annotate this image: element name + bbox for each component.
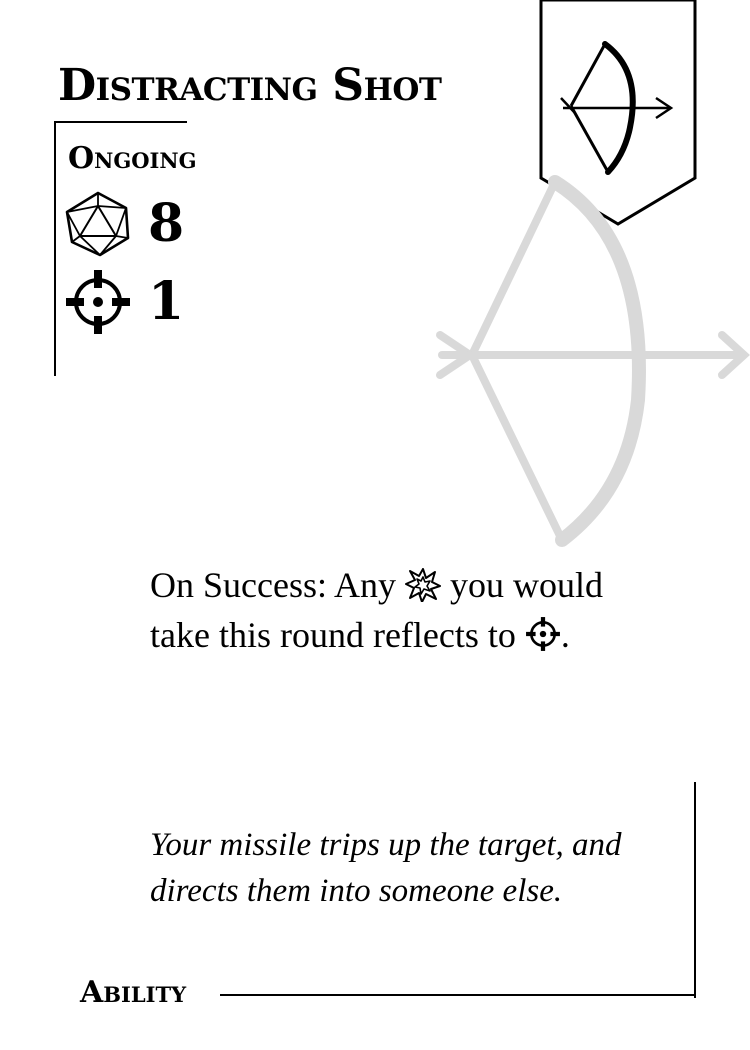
flavor-line-1: Your missile trips up the target, and: [150, 827, 622, 863]
card-type: Ongoing: [68, 141, 197, 176]
effect-line-1: On Success: Any you would: [150, 565, 603, 605]
d20-die-icon: [65, 191, 130, 257]
difficulty-stat: 8: [64, 190, 184, 258]
burst-icon: [405, 568, 441, 602]
flavor-bracket: [560, 782, 696, 998]
target-stat: 1: [64, 268, 184, 336]
difficulty-value: 8: [148, 193, 185, 254]
target-value: 1: [148, 271, 185, 332]
footer-divider: [220, 994, 696, 996]
card-title: Distracting Shot: [58, 60, 442, 111]
bow-and-arrow-icon: [560, 41, 674, 175]
stats-bracket: [54, 121, 187, 376]
card-category: Ability: [80, 975, 187, 1010]
crosshair-icon: [525, 617, 560, 651]
effect-line-2: take this round reflects to .: [150, 615, 570, 655]
bow-watermark-icon: [436, 175, 750, 547]
crosshair-icon: [66, 270, 130, 334]
flavor-text: Your missile trips up the target, and di…: [150, 822, 680, 914]
flavor-line-2: directs them into someone else.: [150, 873, 563, 909]
bow-banner: [539, 0, 697, 226]
effect-text: On Success: Any you would take this roun…: [150, 560, 710, 660]
